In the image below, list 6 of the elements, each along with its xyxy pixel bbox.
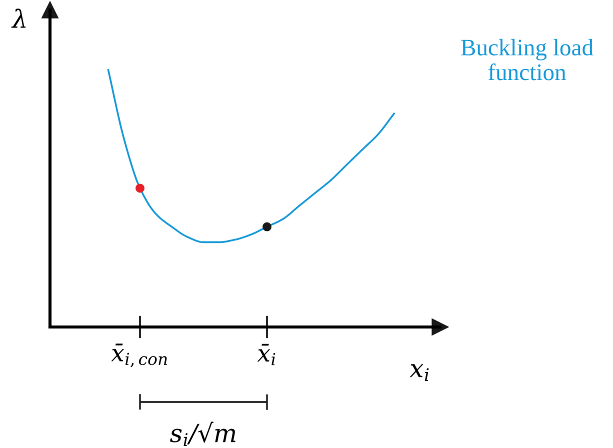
x-axis-title: x$_{i}$ [410, 364, 429, 382]
x-tick-label: x̄$_{i}$ [257, 344, 276, 366]
text: Buckling load function [461, 38, 594, 80]
x-tick-label: x̄$_{i,con}$ [111, 344, 167, 368]
text: s$_{i}$/√m [170, 422, 236, 446]
y-axis-title: λ [11, 8, 26, 28]
